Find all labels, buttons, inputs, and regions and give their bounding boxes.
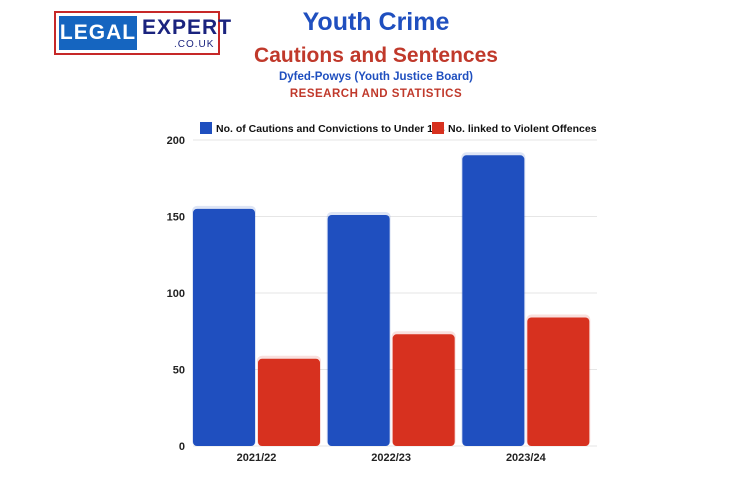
legend-label: No. linked to Violent Offences — [448, 123, 597, 135]
y-tick-label: 200 — [167, 135, 185, 147]
legend-label: No. of Cautions and Convictions to Under… — [216, 123, 445, 135]
chart-source: Dyfed-Powys (Youth Justice Board) — [278, 71, 474, 83]
bar-violent-2023-24 — [527, 317, 590, 446]
x-tick-label: 2021/22 — [237, 452, 277, 464]
logo-domain-text: .CO.UK — [174, 39, 215, 50]
legend-swatch — [432, 122, 444, 134]
x-tick-label: 2022/23 — [371, 452, 411, 464]
chart-title: Youth Crime — [302, 8, 450, 36]
y-tick-label: 150 — [167, 212, 185, 224]
legal-expert-logo: LEGAL EXPERT .CO.UK — [54, 11, 231, 55]
logo-expert-text: EXPERT — [142, 16, 233, 39]
x-tick-label: 2023/24 — [506, 452, 547, 464]
y-tick-label: 50 — [173, 365, 185, 377]
bar-cautions-2022-23 — [327, 214, 390, 446]
y-tick-label: 100 — [167, 288, 185, 300]
bar-cautions-2021-22 — [193, 208, 255, 446]
bar-cautions-2023-24 — [462, 155, 525, 447]
y-tick-label: 0 — [179, 441, 185, 453]
bar-violent-2022-23 — [392, 334, 455, 446]
logo-legal-text: LEGAL — [59, 16, 137, 50]
chart-subtitle: Cautions and Sentences — [254, 44, 498, 67]
research-label: RESEARCH AND STATISTICS — [289, 88, 463, 100]
bar-violent-2021-22 — [258, 358, 320, 446]
legend-swatch — [200, 122, 212, 134]
